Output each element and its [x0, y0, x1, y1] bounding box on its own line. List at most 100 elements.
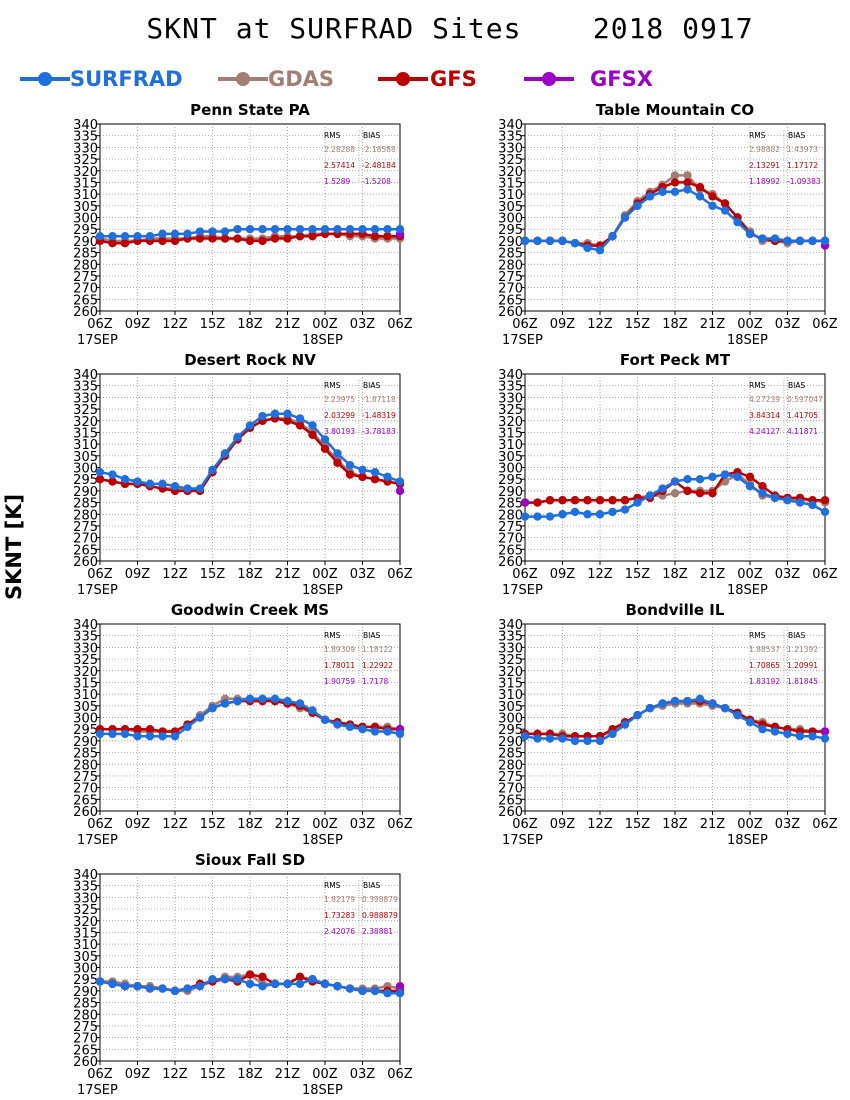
y-tick-label: 330 [498, 391, 523, 406]
data-point [120, 982, 130, 991]
data-point [658, 187, 667, 196]
data-point [195, 713, 205, 722]
stats-rms-value: 1.70865 [749, 661, 780, 670]
y-tick-label: 325 [498, 153, 523, 168]
stats-bias-header: BIAS [788, 631, 805, 640]
data-point [520, 512, 530, 521]
data-point [95, 232, 105, 241]
y-tick-label: 320 [498, 665, 523, 680]
x-tick-label: 15Z [200, 1067, 226, 1082]
data-point [383, 472, 392, 482]
data-point [795, 498, 805, 507]
date-label: 17SEP [502, 333, 543, 348]
series-surfrad [95, 974, 405, 998]
data-point [695, 694, 705, 703]
y-tick-label: 260 [73, 805, 98, 820]
data-point [733, 710, 742, 720]
stats-rms-value: 1.83192 [749, 677, 780, 686]
data-point [258, 982, 267, 991]
y-tick-label: 325 [73, 903, 98, 918]
data-point [195, 484, 205, 493]
data-point [558, 496, 567, 505]
data-point [783, 729, 792, 739]
data-point [245, 421, 255, 430]
y-tick-label: 260 [73, 555, 98, 570]
date-label: 18SEP [727, 583, 768, 598]
legend-label: GFSX [590, 67, 653, 91]
x-tick-label: 03Z [350, 817, 376, 832]
data-point [595, 496, 605, 505]
series-surfrad [95, 224, 405, 241]
data-point [245, 694, 255, 703]
x-tick-label: 06Z [387, 1067, 413, 1082]
stats-bias-value: 0.398879 [362, 895, 398, 904]
y-tick-label: 285 [498, 747, 523, 762]
data-point [820, 496, 830, 505]
y-tick-label: 310 [73, 938, 98, 953]
data-point [320, 979, 330, 989]
data-point [570, 507, 580, 517]
date-label: 18SEP [302, 333, 343, 348]
data-point [720, 199, 730, 208]
data-point [633, 201, 642, 211]
data-point [370, 474, 380, 484]
x-tick-label: 03Z [775, 817, 801, 832]
date-label: 18SEP [727, 833, 768, 848]
data-point [358, 986, 367, 996]
y-tick-label: 285 [498, 497, 523, 512]
data-point [645, 192, 655, 201]
data-point [583, 510, 592, 519]
stats-bias-value: 1.81845 [787, 677, 818, 686]
data-point [320, 224, 330, 234]
y-tick-label: 305 [73, 950, 98, 965]
data-point [308, 232, 317, 241]
data-point [558, 510, 567, 519]
x-tick-label: 09Z [125, 317, 151, 332]
data-point [608, 496, 617, 505]
data-point [283, 234, 292, 243]
y-tick-label: 265 [73, 1043, 98, 1058]
stats-bias-value: 0.597047 [787, 395, 823, 404]
y-tick-label: 310 [498, 438, 523, 453]
stats-rms-value: 1.73283 [324, 911, 355, 920]
data-point [120, 474, 130, 484]
stats-rms-value: 1.88537 [749, 645, 780, 654]
x-tick-label: 06Z [387, 817, 413, 832]
data-point [395, 477, 405, 486]
data-point [133, 232, 142, 241]
y-tick-label: 330 [73, 141, 98, 156]
x-tick-label: 03Z [350, 317, 376, 332]
data-point [583, 496, 592, 505]
chart-panel: Sioux Fall SD 260265270275280285290295300… [73, 851, 413, 1098]
data-point [808, 500, 817, 510]
y-tick-label: 320 [498, 165, 523, 180]
x-tick-label: 06Z [87, 817, 113, 832]
x-tick-label: 18Z [237, 817, 263, 832]
x-tick-label: 09Z [550, 317, 576, 332]
data-point [695, 182, 705, 192]
data-point [708, 489, 717, 498]
y-tick-label: 300 [73, 712, 98, 727]
data-point [195, 982, 205, 991]
stats-rms-value: 1.82179 [324, 895, 355, 904]
data-point [645, 491, 655, 500]
y-tick-label: 290 [498, 485, 523, 500]
data-point [595, 246, 605, 255]
y-tick-label: 315 [498, 176, 523, 191]
y-tick-label: 335 [73, 880, 98, 895]
stats-bias-header: BIAS [363, 131, 380, 140]
chart-panel: Goodwin Creek MS 260265270275280285290295… [73, 601, 413, 848]
data-point [770, 727, 780, 736]
data-point [545, 236, 555, 246]
data-point [295, 421, 305, 430]
stats-rms-value: 2.42076 [324, 927, 355, 936]
data-point [145, 479, 155, 489]
y-tick-label: 275 [73, 270, 98, 285]
data-point [370, 986, 380, 996]
x-tick-label: 15Z [625, 567, 651, 582]
y-tick-label: 280 [498, 508, 523, 523]
data-point [670, 696, 680, 706]
data-point [395, 989, 405, 998]
data-point [108, 232, 117, 241]
series-surfrad [95, 694, 405, 741]
